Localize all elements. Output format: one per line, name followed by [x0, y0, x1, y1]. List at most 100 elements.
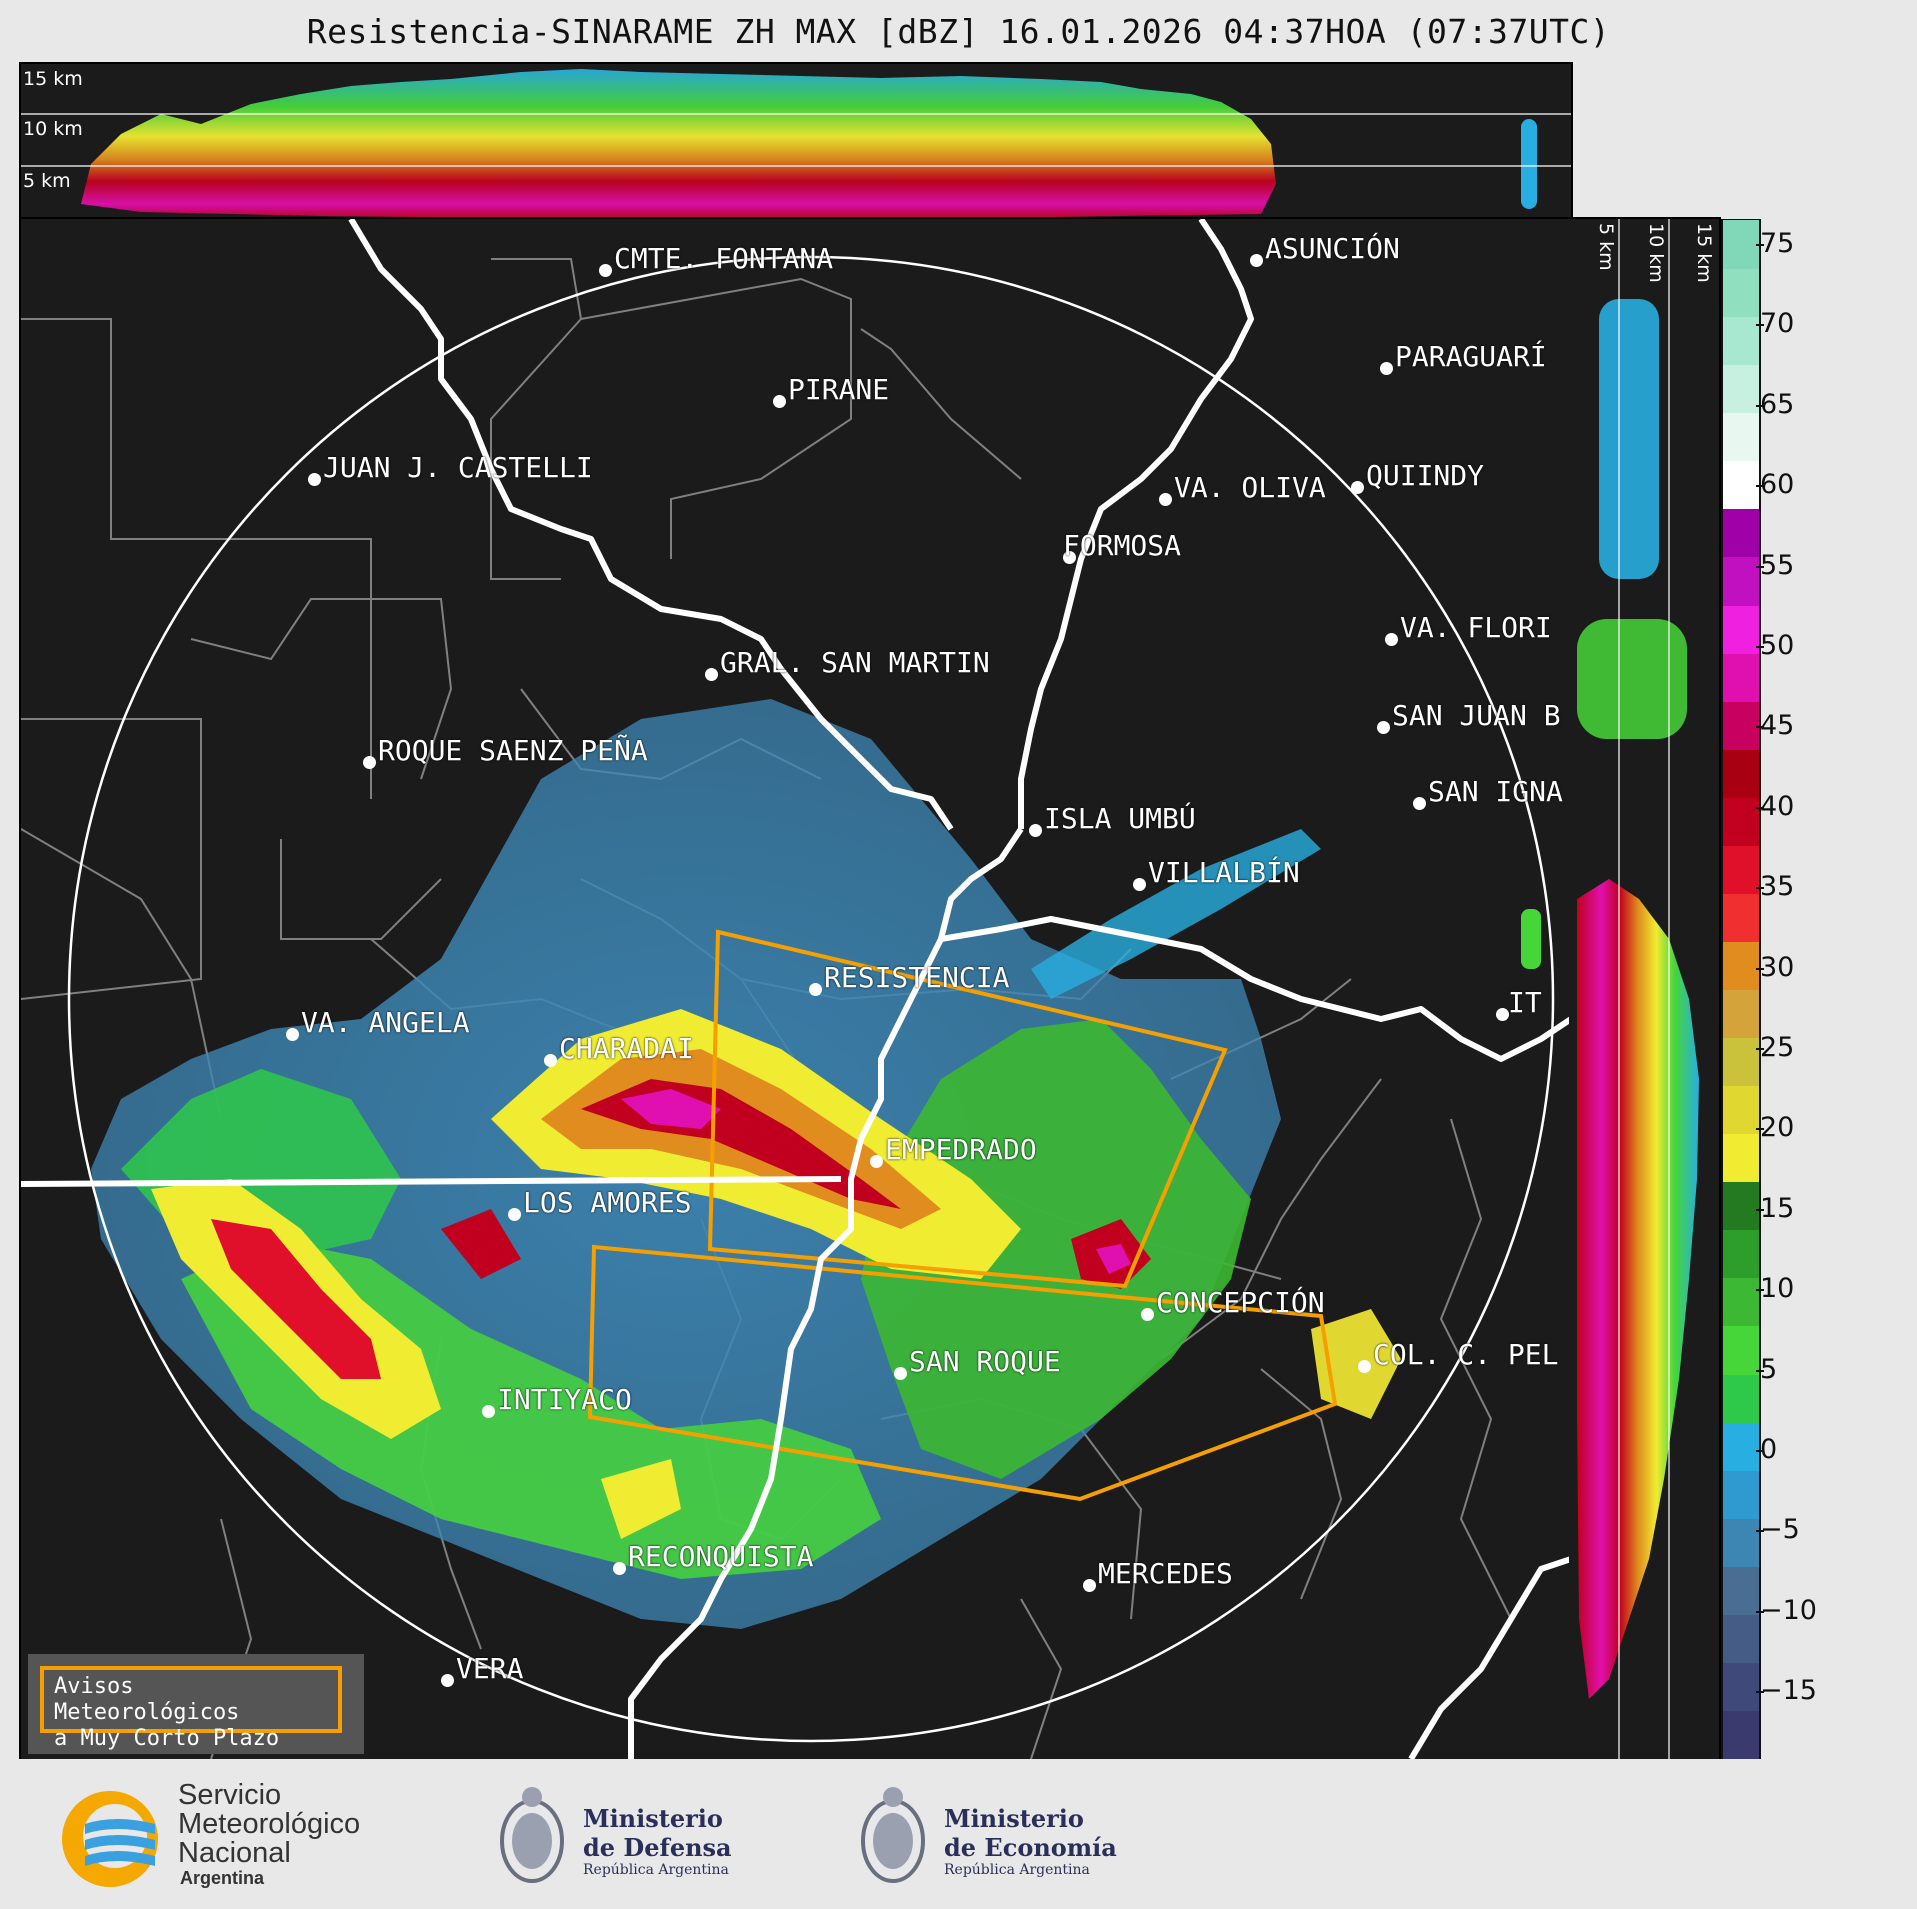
colorbar-tick-label: 55 [1755, 549, 1795, 581]
colorbar-tick-label: 65 [1755, 388, 1795, 420]
city-label: VA. ANGELA [301, 1006, 470, 1039]
city-label: PARAGUARÍ [1395, 340, 1547, 373]
city-marker [1496, 1008, 1509, 1021]
city-label: SAN ROQUE [909, 1345, 1061, 1378]
footer-logos: Servicio Meteorológico Nacional Argentin… [0, 1759, 1917, 1909]
echo-magenta-cell-concepcion [1096, 1244, 1131, 1274]
city-label: LOS AMORES [523, 1186, 692, 1219]
colorbar-band [1723, 1325, 1759, 1375]
aviso-line-2: a Muy Corto Plazo [54, 1726, 280, 1751]
side-profile-mid-echo [1577, 619, 1687, 739]
colorbar-tick-label: 20 [1755, 1112, 1795, 1144]
city-label: INTIYACO [497, 1383, 632, 1416]
city-marker [1351, 481, 1364, 494]
side-height-profile: 5 km 10 km 15 km [1569, 217, 1721, 1761]
colorbar-tick-label: 60 [1755, 469, 1795, 501]
defensa-line-3: República Argentina [583, 1862, 729, 1878]
colorbar-tick-label: 50 [1755, 630, 1795, 661]
city-marker [1377, 721, 1390, 734]
echo-yellow-cell-reconquista [601, 1459, 681, 1539]
colorbar-tick-label: 45 [1755, 710, 1795, 742]
radar-map-graphic [21, 219, 1571, 1759]
colorbar-band [1723, 652, 1759, 702]
economia-line-3: República Argentina [944, 1862, 1090, 1878]
dbz-colorbar [1721, 219, 1761, 1761]
height-label-10km: 10 km [23, 118, 83, 140]
colorbar-band [1723, 1277, 1759, 1327]
smn-line-3: Nacional [178, 1837, 291, 1869]
city-label: FORMOSA [1063, 529, 1182, 562]
colorbar-band [1723, 268, 1759, 318]
colorbar-band [1723, 1662, 1759, 1711]
city-marker [705, 668, 718, 681]
colorbar-band [1723, 893, 1759, 942]
rivers [21, 219, 1571, 1759]
colorbar-band [1723, 1518, 1759, 1567]
side-profile-echo [1577, 879, 1699, 1699]
aviso-line-1: Avisos Meteorológicos [54, 1674, 240, 1725]
radar-echoes [91, 699, 1541, 1629]
city-label: CMTE. FONTANA [614, 242, 834, 275]
colorbar-tick-label: 0 [1755, 1434, 1778, 1465]
echo-magenta-core-central [621, 1089, 721, 1129]
warning-polygons [587, 929, 1338, 1502]
chart-title: Resistencia-SINARAME ZH MAX [dBZ] 16.01.… [306, 12, 1611, 51]
top-profile-cell [1521, 119, 1537, 209]
side-height-label-10km: 10 km [1645, 223, 1667, 283]
top-height-profile: 15 km 10 km 5 km [19, 62, 1573, 221]
city-marker [1358, 1360, 1371, 1373]
city-marker [894, 1367, 907, 1380]
echo-green-east [861, 1019, 1251, 1479]
top-profile-graphic [21, 69, 1571, 219]
smn-line-2: Meteorológico [178, 1808, 361, 1840]
colorbar-band [1723, 1229, 1759, 1279]
economia-line-2: de Economía [944, 1833, 1117, 1862]
colorbar-band [1723, 316, 1759, 366]
city-marker [1063, 551, 1076, 564]
city-marker [1159, 493, 1172, 506]
city-label: VA. OLIVA [1174, 471, 1326, 504]
city-marker [1083, 1579, 1096, 1592]
colorbar-band [1723, 749, 1759, 798]
city-marker [508, 1208, 521, 1221]
aviso-legend-box: Avisos Meteorológicos a Muy Corto Plazo [28, 1654, 364, 1754]
colorbar-band [1723, 845, 1759, 894]
smn-line-1: Servicio [178, 1779, 282, 1811]
city-marker [286, 1028, 299, 1041]
echo-blue-band-northeast [1031, 829, 1321, 999]
city-marker [1380, 362, 1393, 375]
smn-logo-icon [62, 1791, 158, 1887]
city-label: EMPEDRADO [885, 1133, 1037, 1166]
city-label: VERA [456, 1652, 524, 1685]
economia-logo-text: Ministerio de Economía República Argenti… [944, 1804, 1117, 1878]
defensa-logo-text: Ministerio de Defensa República Argentin… [583, 1804, 732, 1878]
radar-map: CMTE. FONTANA ASUNCIÓN PARAGUARÍ PIRANE JUAN… [19, 217, 1573, 1761]
top-profile-echo [81, 69, 1276, 219]
city-marker [773, 395, 786, 408]
colorbar-band [1723, 364, 1759, 414]
city-label: ISLA UMBÚ [1044, 802, 1196, 835]
city-label: COL. C. PEL [1373, 1338, 1559, 1371]
colorbar-tick-label: 40 [1755, 790, 1795, 822]
city-marker [544, 1054, 557, 1067]
city-marker [1029, 824, 1042, 837]
colorbar-band [1723, 989, 1759, 1039]
smn-logo-text: Servicio Meteorológico Nacional Argentin… [178, 1779, 361, 1889]
city-marker [613, 1562, 626, 1575]
colorbar-band [1723, 1470, 1759, 1519]
city-label: SAN JUAN B [1392, 699, 1561, 732]
city-marker [308, 473, 321, 486]
colorbar-tick-label: 70 [1755, 308, 1795, 340]
city-label: RECONQUISTA [628, 1540, 814, 1573]
echo-red-band-southwest [211, 1219, 381, 1379]
city-marker [1133, 878, 1146, 891]
side-height-label-5km: 5 km [1595, 223, 1617, 271]
economia-line-1: Ministerio [944, 1804, 1084, 1833]
city-marker [1250, 254, 1263, 267]
colorbar-band [1723, 508, 1759, 558]
colorbar-band [1723, 1421, 1759, 1471]
city-label: VILLALBÍN [1148, 856, 1300, 889]
economia-shield-icon [861, 1787, 925, 1883]
colorbar-tick-label: 35 [1755, 871, 1795, 903]
city-label: RESISTENCIA [824, 961, 1010, 994]
